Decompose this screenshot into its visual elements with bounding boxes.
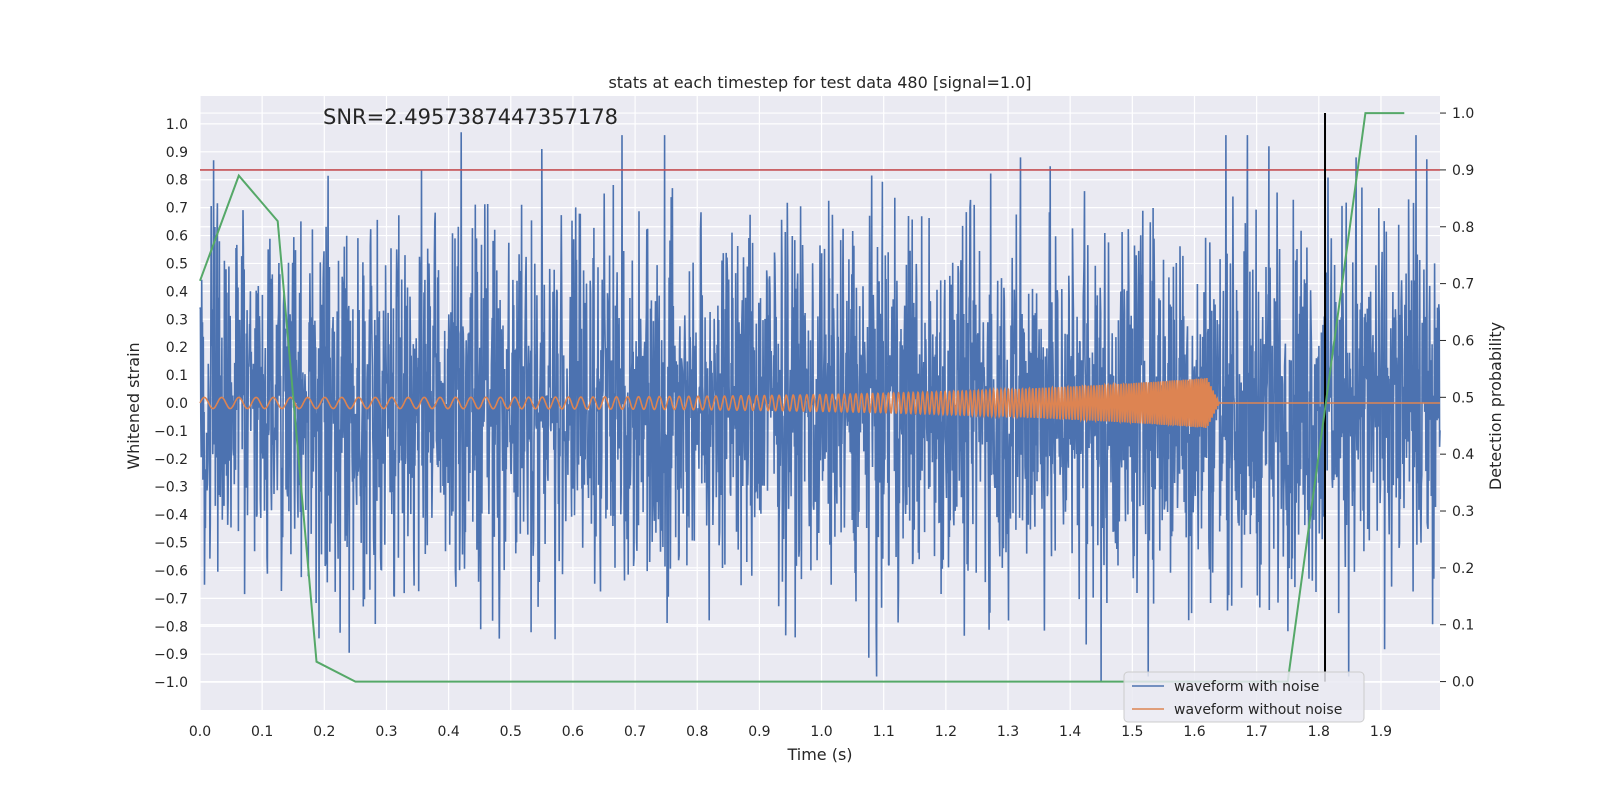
left-axis-label: Whitened strain xyxy=(124,342,143,469)
left-tick-label-3: 0.7 xyxy=(166,201,188,217)
x-tick-label-17: 1.7 xyxy=(1246,724,1268,740)
x-tick-label-13: 1.3 xyxy=(997,724,1019,740)
x-tick-label-5: 0.5 xyxy=(500,724,522,740)
left-tick-label-8: 0.2 xyxy=(166,340,188,356)
x-tick-label-6: 0.6 xyxy=(562,724,584,740)
left-tick-label-20: −1.0 xyxy=(154,675,188,691)
x-tick-label-1: 0.1 xyxy=(251,724,273,740)
series-layer xyxy=(199,112,1441,683)
left-tick-label-18: −0.8 xyxy=(154,619,188,635)
left-tick-label-2: 0.8 xyxy=(166,173,188,189)
left-axis-ticks: 1.0 0.9 0.8 0.7 0.6 0.5 0.4 0.3 0.2 0.1 0.0 −0.1 −0.… xyxy=(154,117,188,691)
right-tick-label-4: 0.6 xyxy=(1452,333,1474,349)
left-tick-label-10: 0.0 xyxy=(166,396,188,412)
x-tick-label-19: 1.9 xyxy=(1370,724,1392,740)
right-tick-label-0: 1.0 xyxy=(1452,106,1474,122)
legend-label-waveform-without-noise: waveform without noise xyxy=(1174,702,1342,718)
left-tick-label-9: 0.1 xyxy=(166,368,188,384)
left-tick-label-11: −0.1 xyxy=(154,424,188,440)
x-tick-label-3: 0.3 xyxy=(375,724,397,740)
x-tick-label-9: 0.9 xyxy=(748,724,770,740)
x-tick-label-2: 0.2 xyxy=(313,724,335,740)
x-tick-label-12: 1.2 xyxy=(935,724,957,740)
left-tick-label-16: −0.6 xyxy=(154,563,188,579)
chart-title: stats at each timestep for test data 480… xyxy=(608,73,1031,92)
legend-box xyxy=(1123,671,1365,723)
legend: waveform with noise waveform without noi… xyxy=(1123,671,1365,723)
right-axis-label: Detection probability xyxy=(1486,322,1505,490)
left-tick-label-7: 0.3 xyxy=(166,312,188,328)
x-tick-label-8: 0.8 xyxy=(686,724,708,740)
left-tick-label-4: 0.6 xyxy=(166,229,188,245)
left-tick-label-5: 0.5 xyxy=(166,256,188,272)
series-waveform-with-noise xyxy=(199,132,1441,683)
right-axis-ticks: 1.0 0.9 0.8 0.7 0.6 0.5 0.4 0.3 0.2 0.1 0.0 xyxy=(1440,106,1474,691)
series-waveform-without-noise xyxy=(199,377,1440,428)
left-tick-label-15: −0.5 xyxy=(154,536,188,552)
right-tick-label-9: 0.1 xyxy=(1452,618,1474,634)
right-tick-label-3: 0.7 xyxy=(1452,277,1474,293)
right-tick-label-6: 0.4 xyxy=(1452,447,1474,463)
x-tick-label-15: 1.5 xyxy=(1121,724,1143,740)
x-tick-label-18: 1.8 xyxy=(1308,724,1330,740)
right-tick-label-2: 0.8 xyxy=(1452,220,1474,236)
left-tick-label-14: −0.4 xyxy=(154,508,188,524)
x-tick-label-14: 1.4 xyxy=(1059,724,1081,740)
series-detection-probability xyxy=(199,112,1405,683)
left-tick-label-13: −0.3 xyxy=(154,480,188,496)
x-tick-label-0: 0.0 xyxy=(189,724,211,740)
x-tick-label-4: 0.4 xyxy=(437,724,459,740)
x-tick-label-16: 1.6 xyxy=(1183,724,1205,740)
right-tick-label-1: 0.9 xyxy=(1452,163,1474,179)
right-tick-label-7: 0.3 xyxy=(1452,504,1474,520)
left-tick-label-6: 0.4 xyxy=(166,284,188,300)
left-tick-label-19: −0.9 xyxy=(154,647,188,663)
left-tick-label-0: 1.0 xyxy=(166,117,188,133)
left-tick-label-12: −0.2 xyxy=(154,452,188,468)
x-axis-ticks: 0.0 0.1 0.2 0.3 0.4 0.5 0.6 0.7 0.8 0.9 1.0 1.1 1.2 1… xyxy=(189,724,1392,740)
left-tick-label-1: 0.9 xyxy=(166,145,188,161)
right-tick-label-10: 0.0 xyxy=(1452,675,1474,691)
legend-label-waveform-with-noise: waveform with noise xyxy=(1174,679,1319,695)
right-tick-label-5: 0.5 xyxy=(1452,390,1474,406)
x-tick-label-11: 1.1 xyxy=(873,724,895,740)
left-tick-label-17: −0.7 xyxy=(154,591,188,607)
x-tick-label-10: 1.0 xyxy=(810,724,832,740)
x-axis-label: Time (s) xyxy=(786,745,852,764)
x-tick-label-7: 0.7 xyxy=(624,724,646,740)
snr-annotation: SNR=2.4957387447357178 xyxy=(323,105,618,129)
right-tick-label-8: 0.2 xyxy=(1452,561,1474,577)
